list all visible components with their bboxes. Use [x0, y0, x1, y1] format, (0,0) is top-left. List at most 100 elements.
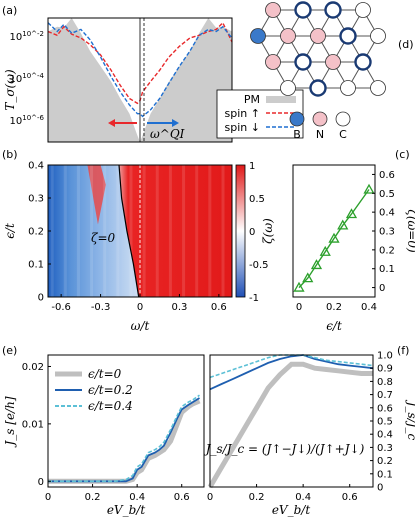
lattice-atom-c	[294, 1, 312, 19]
panel-c-xtick: 0.4	[361, 302, 377, 313]
heatmap-stripe	[182, 165, 186, 297]
ytick: 0.02	[22, 362, 44, 373]
panel-b-xtick: 0	[137, 302, 143, 313]
panel-e-legend: ϵ/t=0 ϵ/t=0.2 ϵ/t=0.4	[55, 367, 133, 413]
legend-b-label: B	[293, 128, 301, 141]
ytick: 0.2	[377, 456, 393, 467]
panel-b-ytick: 0.2	[28, 227, 44, 238]
legend-b-atom	[289, 111, 305, 127]
lattice-atom-n	[265, 54, 281, 70]
panel-a: (a) 1010^-2 1010^-4 1010^-6 T_σ(ω) ω^QI …	[2, 4, 304, 143]
heatmap-stripe	[168, 165, 172, 297]
panel-b: (b) ζ=0 -0.6 -0.3 0 0.3 0.6 0 0.1 0.2 0.3	[2, 148, 275, 333]
lattice-atom-n	[280, 28, 296, 44]
lattice-atom-n	[265, 2, 281, 18]
panel-b-ylabel: ϵ/t	[3, 223, 17, 239]
lattice-atom-n	[310, 28, 326, 44]
colorbar-tick: 0.5	[249, 194, 265, 205]
zeta-curve	[298, 189, 370, 289]
lattice-atom-c	[340, 80, 356, 96]
ytick: 0	[377, 483, 383, 494]
lattice-atom-c	[324, 1, 342, 19]
ytick: 0.8	[377, 377, 393, 388]
zeta-point	[302, 272, 314, 283]
panel-a-arrows	[108, 119, 179, 127]
panel-c-ytick: 0.3	[379, 227, 395, 238]
ytick: 0.4	[377, 430, 393, 441]
colorbar-tick: 0	[249, 227, 255, 238]
panel-e-ylabel: J_s [e/h]	[3, 396, 17, 448]
panel-c-ytick: 0.5	[379, 189, 395, 200]
legend-c-atom	[335, 111, 351, 127]
lattice-atom-c	[370, 80, 386, 96]
series-line-0	[207, 361, 373, 489]
lattice-atom-c	[309, 79, 327, 97]
xtick: 0	[207, 492, 213, 503]
heatmap-stripe	[50, 165, 54, 297]
panel-b-xtick: -0.3	[91, 302, 111, 313]
heatmap-stripe	[116, 165, 120, 297]
xtick: 0.6	[342, 492, 358, 503]
panel-b-zeta-zero: ζ=0	[91, 231, 116, 245]
panel-f-xlabel: eV_b/t	[272, 503, 310, 517]
panel-c-ylabel: ζ(ω=0)	[405, 209, 415, 253]
lattice-atom-c	[354, 53, 372, 71]
legend-eps02: ϵ/t=0.2	[88, 383, 133, 397]
panel-f-label: (f)	[397, 344, 409, 357]
panel-a-ylabel: T_σ(ω)	[3, 69, 17, 111]
zeta-point	[337, 219, 349, 230]
legend-pm: PM	[244, 93, 260, 106]
negative-region	[48, 165, 139, 297]
panel-c-xtick: 0	[296, 302, 302, 313]
legend-n-label: N	[316, 128, 324, 141]
panel-b-ytick: 0	[38, 293, 44, 304]
panel-e-frame	[47, 354, 205, 488]
panel-c-ytick: 0	[379, 283, 385, 294]
panel-a-ytick-0: 1010^-2	[10, 30, 45, 43]
xtick: 0	[45, 492, 51, 503]
panel-c-xtick: 0.2	[326, 302, 342, 313]
panel-c-xlabel: ϵ/t	[326, 319, 342, 333]
panel-f-ylabel: J_s/J_c	[405, 399, 415, 441]
panel-e-label: (e)	[2, 344, 17, 357]
panel-c-ytick: 0.4	[379, 208, 395, 219]
pm-area	[48, 18, 232, 142]
heatmap-stripe	[221, 165, 225, 297]
ytick: 0.3	[377, 443, 393, 454]
xtick: 0.2	[249, 492, 265, 503]
panel-e-xlabel: eV_b/t	[107, 503, 145, 517]
positive-tongue	[87, 165, 106, 225]
spin-down-line	[47, 22, 233, 118]
heatmap-stripe	[103, 165, 107, 297]
ytick: 1.0	[377, 351, 393, 362]
heatmap-stripe	[63, 165, 67, 297]
heatmap-stripe	[129, 165, 133, 297]
heatmap-stripe	[142, 165, 146, 297]
legend-spin-down: spin ↓	[225, 121, 260, 134]
panel-b-label: (b)	[2, 148, 18, 161]
panel-f-frame	[209, 354, 374, 488]
panel-c-ytick: 0.6	[379, 170, 395, 181]
colorbar-tick: -0.5	[249, 260, 269, 271]
ytick: 0.01	[22, 419, 44, 430]
legend-c-label: C	[339, 128, 347, 141]
ytick: 0.1	[377, 469, 393, 480]
panel-b-ytick: 0.3	[28, 194, 44, 205]
panel-b-xtick: 0.6	[211, 302, 227, 313]
lattice-atom-c	[355, 2, 371, 18]
panel-f: (f) 0 0.2 0.4 0.6 0 0.1 0.2 0.3 0.4 0.5 0.6 0.7 0.8 0…	[203, 344, 415, 517]
heatmap-stripe	[155, 165, 159, 297]
heatmap-stripe	[208, 165, 212, 297]
ytick: 0.5	[377, 417, 393, 428]
panel-a-ytick-2: 1010^-6	[10, 114, 45, 127]
colorbar-tick: 1	[249, 161, 255, 172]
positive-region	[119, 165, 232, 297]
lattice-atom-c	[294, 53, 312, 71]
panel-e: (e) 0 0.2 0.4 0.6 0 0.01 0.02 eV_b/t J_s [e/h]…	[2, 344, 205, 517]
panel-f-formula: J_s/J_c = (J↑−J↓)/(J↑+J↓)	[203, 442, 365, 456]
lattice-atom-b	[250, 28, 266, 44]
panel-b-xtick: -0.6	[51, 302, 71, 313]
colorbar-tick: -1	[249, 293, 259, 304]
lattice-atom-c	[339, 27, 357, 45]
xtick: 0.6	[174, 492, 190, 503]
